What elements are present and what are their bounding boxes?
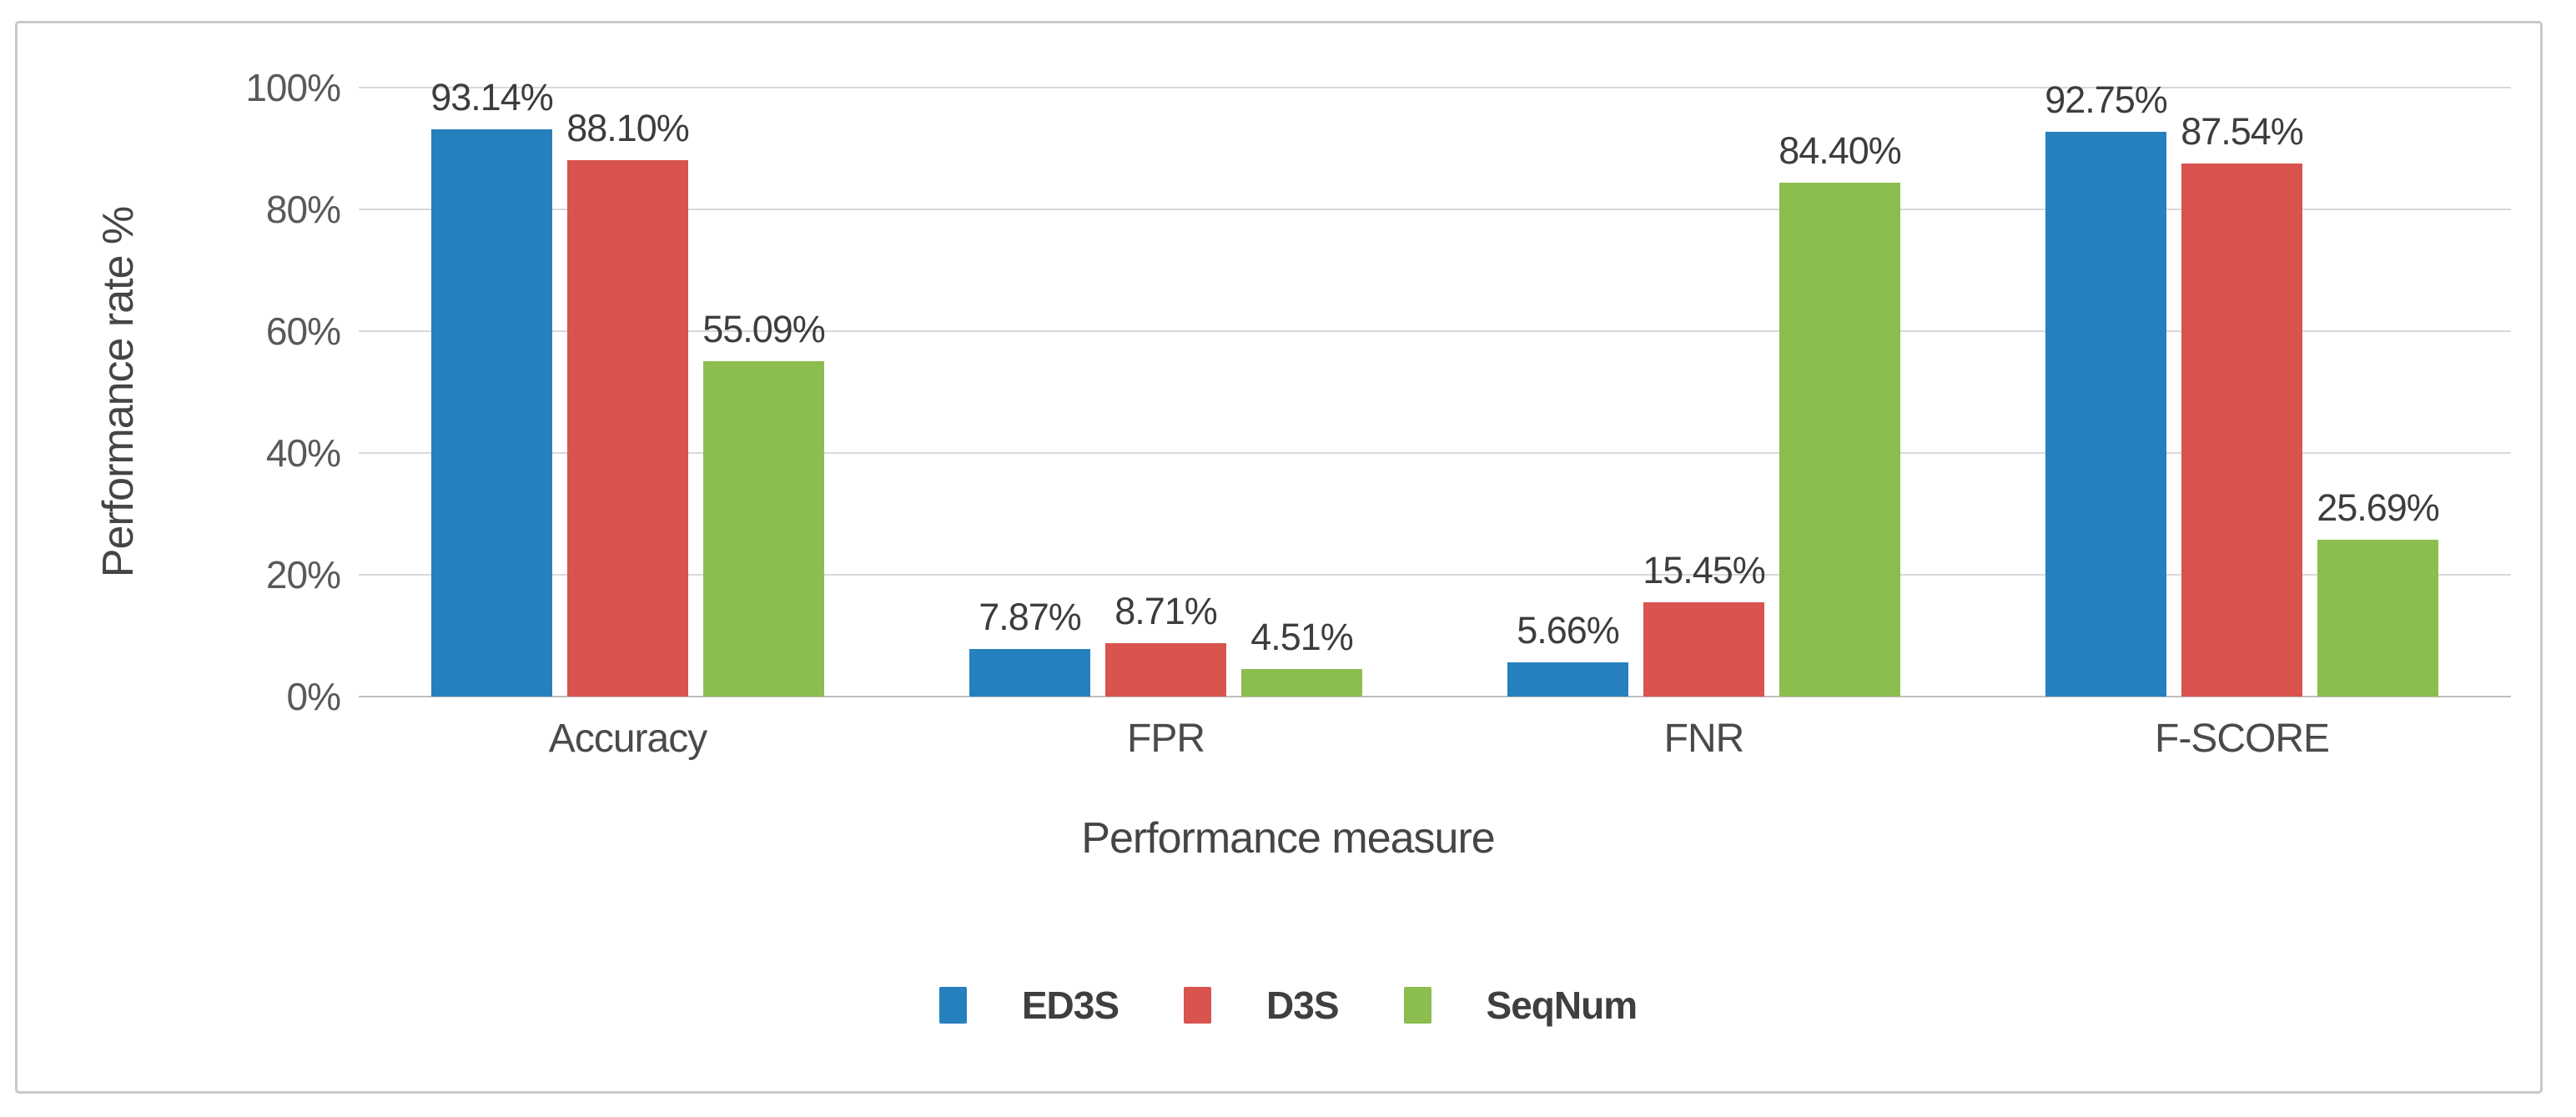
bar-value-label: 5.66%	[1517, 608, 1620, 652]
gridline-60	[359, 330, 2511, 332]
bar-value-label: 55.09%	[702, 307, 826, 350]
legend-item-seqnum: SeqNum	[1403, 983, 1638, 1028]
bar-d3s-fnr: 15.45%	[1643, 551, 1766, 697]
legend-label: D3S	[1266, 984, 1339, 1027]
legend-color-swatch-d3s	[1184, 987, 1212, 1024]
x-axis-category-label: F-SCORE	[2155, 717, 2330, 761]
bar-seqnum-fnr: 84.40%	[1779, 132, 1902, 697]
x-axis-category-label: Accuracy	[548, 717, 707, 761]
bar-seqnum-f-score: 25.69%	[2317, 489, 2440, 697]
x-axis-category-label: FNR	[1663, 717, 1745, 761]
legend-label: ED3S	[1021, 984, 1119, 1027]
bar-value-label: 7.87%	[979, 595, 1082, 638]
bar-ed3s-accuracy: 93.14%	[430, 78, 554, 697]
x-axis-title: Performance measure	[1081, 814, 1495, 863]
bar-d3s-f-score: 87.54%	[2181, 113, 2304, 697]
legend-color-swatch-seqnum	[1403, 987, 1431, 1024]
bar-value-label: 88.10%	[566, 106, 690, 149]
gridline-20	[359, 574, 2511, 576]
legend-label: SeqNum	[1486, 984, 1638, 1027]
bar-d3s-fpr: 8.71%	[1105, 592, 1226, 697]
bar-value-label: 84.40%	[1779, 128, 1902, 172]
y-axis-tick-label: 60%	[265, 309, 341, 353]
bar-value-label: 15.45%	[1643, 549, 1766, 592]
legend-color-swatch-ed3s	[938, 987, 967, 1024]
plot-area: 93.14% 88.10% 55.09% 7.87% 8.71% 4.51% 5.66% 15…	[359, 78, 2511, 697]
bar-group-fpr: 7.87% 8.71% 4.51%	[897, 88, 1435, 697]
gridline-80	[359, 209, 2511, 210]
gridline-0	[359, 696, 2511, 697]
bar-value-label: 4.51%	[1250, 616, 1354, 659]
bar-value-label: 8.71%	[1114, 590, 1218, 633]
bar-ed3s-fnr: 5.66%	[1507, 611, 1628, 697]
bar-ed3s-f-score: 92.75%	[2045, 81, 2168, 697]
bar-group-f-score: 92.75% 87.54% 25.69%	[1973, 81, 2511, 697]
legend-item-d3s: D3S	[1184, 983, 1340, 1028]
bar-value-label: 87.54%	[2181, 109, 2304, 153]
gridline-100	[359, 87, 2511, 88]
y-axis-tick-label: 20%	[265, 553, 341, 596]
x-axis-category-label: FPR	[1127, 717, 1205, 761]
bar-seqnum-accuracy: 55.09%	[702, 310, 826, 697]
y-axis-tick-label: 40%	[265, 431, 341, 475]
y-axis-tick-label: 0%	[286, 675, 341, 718]
bar-value-label: 25.69%	[2317, 486, 2440, 530]
gridline-40	[359, 452, 2511, 454]
y-axis-tick-label: 80%	[265, 188, 341, 231]
bar-group-accuracy: 93.14% 88.10% 55.09%	[359, 78, 897, 697]
legend-item-ed3s: ED3S	[938, 983, 1119, 1028]
bar-seqnum-fpr: 4.51%	[1241, 618, 1362, 697]
bar-group-fnr: 5.66% 15.45% 84.40%	[1435, 88, 1973, 697]
bar-d3s-accuracy: 88.10%	[566, 109, 690, 697]
y-axis-tick-label: 100%	[245, 66, 341, 109]
y-axis: 0% 20% 40% 60% 80% 100%	[0, 68, 341, 716]
bar-ed3s-fpr: 7.87%	[969, 598, 1090, 697]
x-axis: Accuracy FPR FNR F-SCORE	[359, 716, 2511, 766]
legend: ED3S D3S SeqNum	[0, 983, 2576, 1028]
